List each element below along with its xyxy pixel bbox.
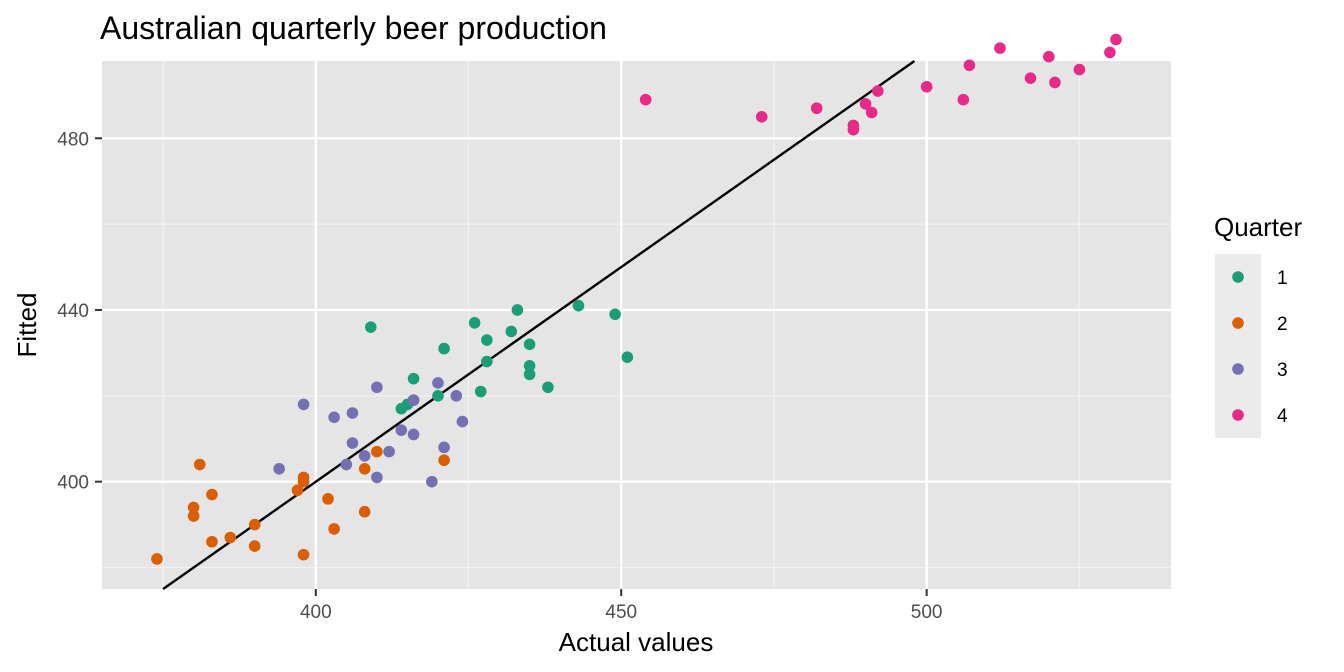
data-point-quarter-3: [346, 437, 359, 449]
data-point-quarter-1: [609, 308, 621, 321]
data-point-quarter-1: [621, 351, 634, 363]
legend-title: Quarter: [1214, 212, 1302, 242]
data-point-quarter-2: [297, 471, 310, 484]
reference-line: [162, 60, 916, 590]
data-point-quarter-2: [151, 553, 163, 565]
data-point-quarter-2: [187, 501, 200, 514]
data-point-quarter-4: [963, 59, 976, 72]
major-gridlines: [102, 61, 1171, 589]
data-point-quarter-3: [395, 424, 408, 436]
minor-gridlines: [102, 61, 1171, 589]
data-point-quarter-4: [865, 106, 878, 119]
data-point-quarter-2: [206, 535, 218, 548]
x-axis-ticks: 400 450 500: [300, 589, 943, 623]
legend-key-4: [1232, 409, 1244, 421]
y-tick-label: 440: [57, 301, 89, 322]
data-point-quarter-1: [432, 390, 444, 402]
data-point-quarter-1: [407, 372, 420, 385]
plot-panel: [102, 61, 1171, 589]
data-point-quarter-4: [1104, 46, 1116, 59]
legend: Quarter 1 2 3 4: [1214, 212, 1302, 438]
legend-key-3: [1232, 363, 1244, 375]
data-point-quarter-3: [346, 407, 359, 419]
data-point-quarter-1: [572, 299, 585, 312]
legend-label-3: 3: [1277, 360, 1288, 381]
data-point-quarter-4: [847, 119, 860, 132]
data-point-quarter-2: [322, 493, 334, 505]
data-point-quarter-4: [994, 42, 1006, 54]
data-point-quarter-1: [511, 304, 524, 316]
data-point-quarter-2: [371, 445, 383, 458]
y-axis-ticks: 400 440 480: [57, 129, 102, 494]
data-point-quarter-4: [639, 93, 652, 106]
data-point-quarter-3: [371, 381, 383, 394]
data-point-quarter-4: [1043, 50, 1055, 63]
data-point-quarter-1: [364, 321, 377, 333]
chart-title: Australian quarterly beer production: [100, 10, 607, 46]
data-point-quarter-3: [273, 463, 285, 475]
data-point-quarter-3: [328, 411, 340, 424]
data-point-quarter-1: [481, 355, 493, 368]
data-point-quarter-2: [248, 540, 261, 552]
data-point-quarter-1: [468, 317, 481, 329]
x-axis-title: Actual values: [559, 627, 714, 657]
data-point-quarter-3: [407, 394, 420, 406]
x-tick-label: 400: [300, 602, 332, 623]
data-point-quarter-3: [358, 450, 371, 462]
data-point-quarter-4: [810, 102, 823, 115]
data-point-quarter-2: [248, 518, 261, 531]
data-point-quarter-2: [206, 488, 218, 501]
data-point-quarter-1: [505, 325, 518, 338]
data-points: [151, 33, 1122, 565]
data-point-quarter-1: [523, 368, 536, 381]
data-point-quarter-4: [1049, 76, 1061, 89]
data-point-quarter-2: [193, 458, 206, 471]
data-point-quarter-1: [481, 334, 493, 346]
data-point-quarter-1: [542, 381, 554, 394]
data-point-quarter-2: [358, 463, 371, 475]
y-axis-title: Fitted: [12, 292, 42, 357]
data-point-quarter-2: [438, 454, 450, 467]
data-point-quarter-1: [523, 338, 536, 351]
data-point-quarter-2: [328, 523, 340, 535]
data-point-quarter-3: [297, 398, 310, 411]
data-point-quarter-3: [371, 471, 383, 484]
data-point-quarter-2: [358, 505, 371, 518]
data-point-quarter-3: [383, 445, 395, 458]
data-point-quarter-1: [438, 342, 450, 355]
data-point-quarter-4: [871, 85, 884, 97]
data-point-quarter-1: [523, 359, 536, 372]
data-point-quarter-4: [920, 80, 933, 93]
legend-label-4: 4: [1277, 406, 1288, 427]
data-point-quarter-2: [297, 548, 310, 561]
x-tick-label: 450: [605, 602, 637, 623]
legend-key-1: [1232, 271, 1244, 283]
data-point-quarter-3: [450, 390, 463, 402]
data-point-quarter-2: [291, 484, 304, 497]
legend-label-1: 1: [1277, 268, 1288, 289]
data-point-quarter-2: [224, 531, 237, 544]
x-tick-label: 500: [911, 602, 943, 623]
data-point-quarter-4: [755, 111, 768, 123]
data-point-quarter-4: [957, 93, 970, 106]
data-point-quarter-3: [432, 377, 444, 389]
legend-key-2: [1232, 317, 1244, 329]
data-point-quarter-3: [426, 475, 438, 488]
data-point-quarter-3: [407, 428, 420, 441]
y-tick-label: 400: [57, 473, 89, 494]
data-point-quarter-4: [859, 98, 872, 110]
data-point-quarter-3: [340, 458, 353, 471]
y-tick-label: 480: [57, 129, 89, 150]
data-point-quarter-3: [456, 415, 469, 428]
data-point-quarter-4: [1073, 63, 1086, 76]
data-point-quarter-4: [1024, 72, 1037, 84]
data-point-quarter-1: [474, 385, 487, 398]
data-point-quarter-4: [1110, 33, 1122, 46]
legend-label-2: 2: [1277, 314, 1288, 335]
data-point-quarter-3: [438, 441, 450, 454]
data-point-quarter-2: [187, 510, 200, 522]
